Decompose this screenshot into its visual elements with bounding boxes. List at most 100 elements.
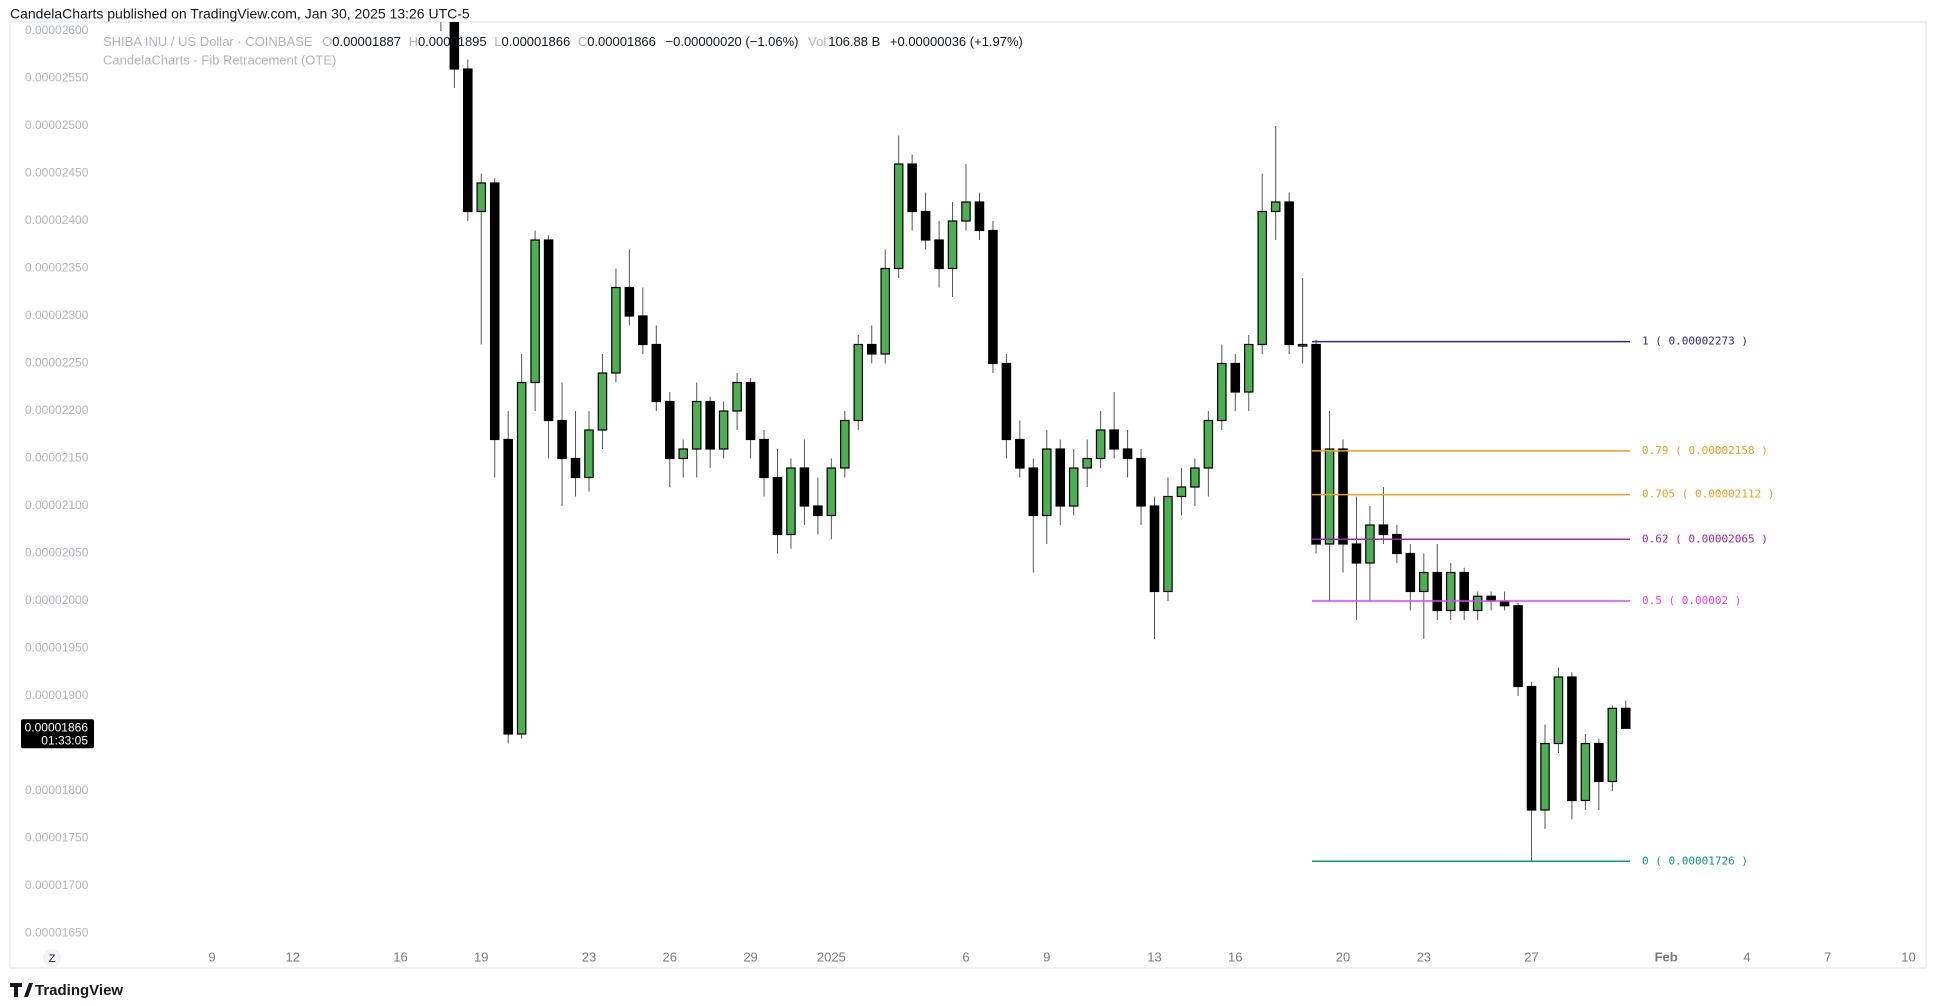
candle-body bbox=[1136, 457, 1146, 507]
candle-body bbox=[759, 438, 769, 479]
y-tick-label: 0.00002400 bbox=[25, 213, 89, 227]
candle-body bbox=[1445, 571, 1456, 612]
candle-body bbox=[624, 286, 635, 317]
candle-body bbox=[1513, 605, 1523, 688]
candle-body bbox=[1553, 676, 1564, 745]
candle-body bbox=[1405, 552, 1416, 593]
candle-body bbox=[503, 438, 513, 735]
candle-body bbox=[638, 315, 648, 346]
y-tick-label: 0.00002100 bbox=[25, 498, 89, 512]
candle-body bbox=[557, 419, 567, 460]
candle-body bbox=[907, 163, 917, 213]
y-tick-label: 0.00001700 bbox=[25, 878, 89, 892]
last-price-label: 0.00001866 bbox=[25, 720, 89, 734]
candle-body bbox=[584, 429, 594, 479]
y-tick-label: 0.00001950 bbox=[25, 641, 89, 655]
candle-body bbox=[1149, 505, 1160, 593]
candle-body bbox=[1580, 742, 1591, 802]
x-tick-label: 16 bbox=[393, 949, 407, 964]
x-tick-label: Feb bbox=[1655, 949, 1678, 964]
indicator-legend: CandelaCharts - Fib Retracement (OTE) bbox=[103, 52, 336, 67]
candle-body bbox=[530, 239, 540, 384]
candle-body bbox=[1190, 467, 1200, 488]
candle-body bbox=[853, 343, 864, 422]
candle-body bbox=[1351, 543, 1362, 564]
candle-body bbox=[1365, 524, 1375, 564]
fib-level-label: 0.705 ( 0.00002112 ) bbox=[1642, 488, 1774, 501]
candle-body bbox=[1311, 343, 1321, 545]
candle-body bbox=[1540, 742, 1550, 811]
candle-body bbox=[1459, 571, 1469, 612]
candle-body bbox=[786, 467, 796, 536]
byline: CandelaCharts published on TradingView.c… bbox=[10, 6, 470, 22]
x-tick-label: 9 bbox=[1043, 949, 1050, 964]
volume-value: 106.88 B bbox=[828, 34, 880, 49]
candle-body bbox=[1001, 362, 1012, 441]
y-tick-label: 0.00002600 bbox=[25, 23, 89, 37]
change: −0.00000020 (−1.06%) bbox=[666, 34, 799, 49]
symbol-legend: SHIBA INU / US Dollar · COINBASE O0.0000… bbox=[103, 34, 1023, 49]
y-tick-label: 0.00001900 bbox=[25, 688, 89, 702]
y-tick-label: 0.00002450 bbox=[25, 166, 89, 180]
candle-body bbox=[1284, 201, 1294, 346]
candle-body bbox=[1028, 467, 1039, 517]
volume-label: Vol bbox=[808, 34, 826, 49]
candle-body bbox=[988, 229, 998, 365]
y-tick-label: 0.00002200 bbox=[25, 403, 89, 417]
candle-body bbox=[1607, 707, 1618, 783]
x-tick-label: 20 bbox=[1336, 949, 1350, 964]
x-tick-label: 26 bbox=[663, 949, 677, 964]
y-tick-label: 0.00002350 bbox=[25, 261, 89, 275]
candle-body bbox=[893, 163, 904, 270]
close-label: C bbox=[578, 34, 587, 49]
candle-body bbox=[611, 286, 621, 374]
last-price-tag bbox=[21, 719, 94, 749]
candle-body bbox=[1015, 438, 1025, 469]
scale-button[interactable] bbox=[43, 949, 61, 967]
x-tick-label: 27 bbox=[1524, 949, 1538, 964]
x-tick-label: 4 bbox=[1743, 949, 1750, 964]
plot-area bbox=[440, 22, 1631, 863]
y-tick-label: 0.00002150 bbox=[25, 451, 89, 465]
y-tick-label: 0.00001800 bbox=[25, 783, 89, 797]
x-tick-label: 6 bbox=[962, 949, 969, 964]
candle-body bbox=[597, 372, 608, 431]
volume-change: +0.00000036 (+1.97%) bbox=[890, 34, 1023, 49]
high-label: H bbox=[409, 34, 418, 49]
candle-body bbox=[799, 467, 810, 507]
candle-body bbox=[920, 210, 931, 241]
candle-body bbox=[463, 68, 473, 213]
candle-body bbox=[1042, 448, 1052, 517]
candle-body bbox=[1297, 343, 1308, 347]
candle-body bbox=[813, 505, 823, 517]
candle-body bbox=[974, 201, 985, 232]
candle-body bbox=[476, 182, 487, 213]
logo-text: TradingView bbox=[35, 982, 123, 999]
candle-body bbox=[651, 343, 662, 403]
candle-body bbox=[665, 400, 675, 460]
candle-body bbox=[516, 381, 527, 735]
fib-level-label: 0 ( 0.00001726 ) bbox=[1642, 854, 1748, 867]
candle-body bbox=[772, 476, 783, 536]
candle-body bbox=[718, 410, 729, 450]
x-tick-label: 2025 bbox=[817, 949, 846, 964]
y-tick-label: 0.00001650 bbox=[25, 926, 89, 940]
candle-body bbox=[947, 220, 958, 270]
candle-body bbox=[1594, 742, 1604, 783]
y-tick-label: 0.00002300 bbox=[25, 308, 89, 322]
candle-body bbox=[1567, 676, 1577, 802]
candle-body bbox=[1163, 495, 1173, 593]
candle-body bbox=[1324, 448, 1335, 545]
candle-body bbox=[543, 239, 554, 422]
x-tick-label: 19 bbox=[474, 949, 488, 964]
low-value: 0.00001866 bbox=[502, 34, 571, 49]
symbol: SHIBA INU / US Dollar · COINBASE bbox=[103, 34, 313, 49]
open-value: 0.00001887 bbox=[332, 34, 401, 49]
candle-body bbox=[489, 182, 500, 441]
y-tick-label: 0.00002250 bbox=[25, 356, 89, 370]
scale-button-label[interactable]: Z bbox=[49, 953, 56, 965]
y-tick-label: 0.00002550 bbox=[25, 71, 89, 85]
candle-body bbox=[1270, 201, 1281, 213]
candle-body bbox=[1082, 457, 1092, 469]
y-tick-label: 0.00001750 bbox=[25, 831, 89, 845]
